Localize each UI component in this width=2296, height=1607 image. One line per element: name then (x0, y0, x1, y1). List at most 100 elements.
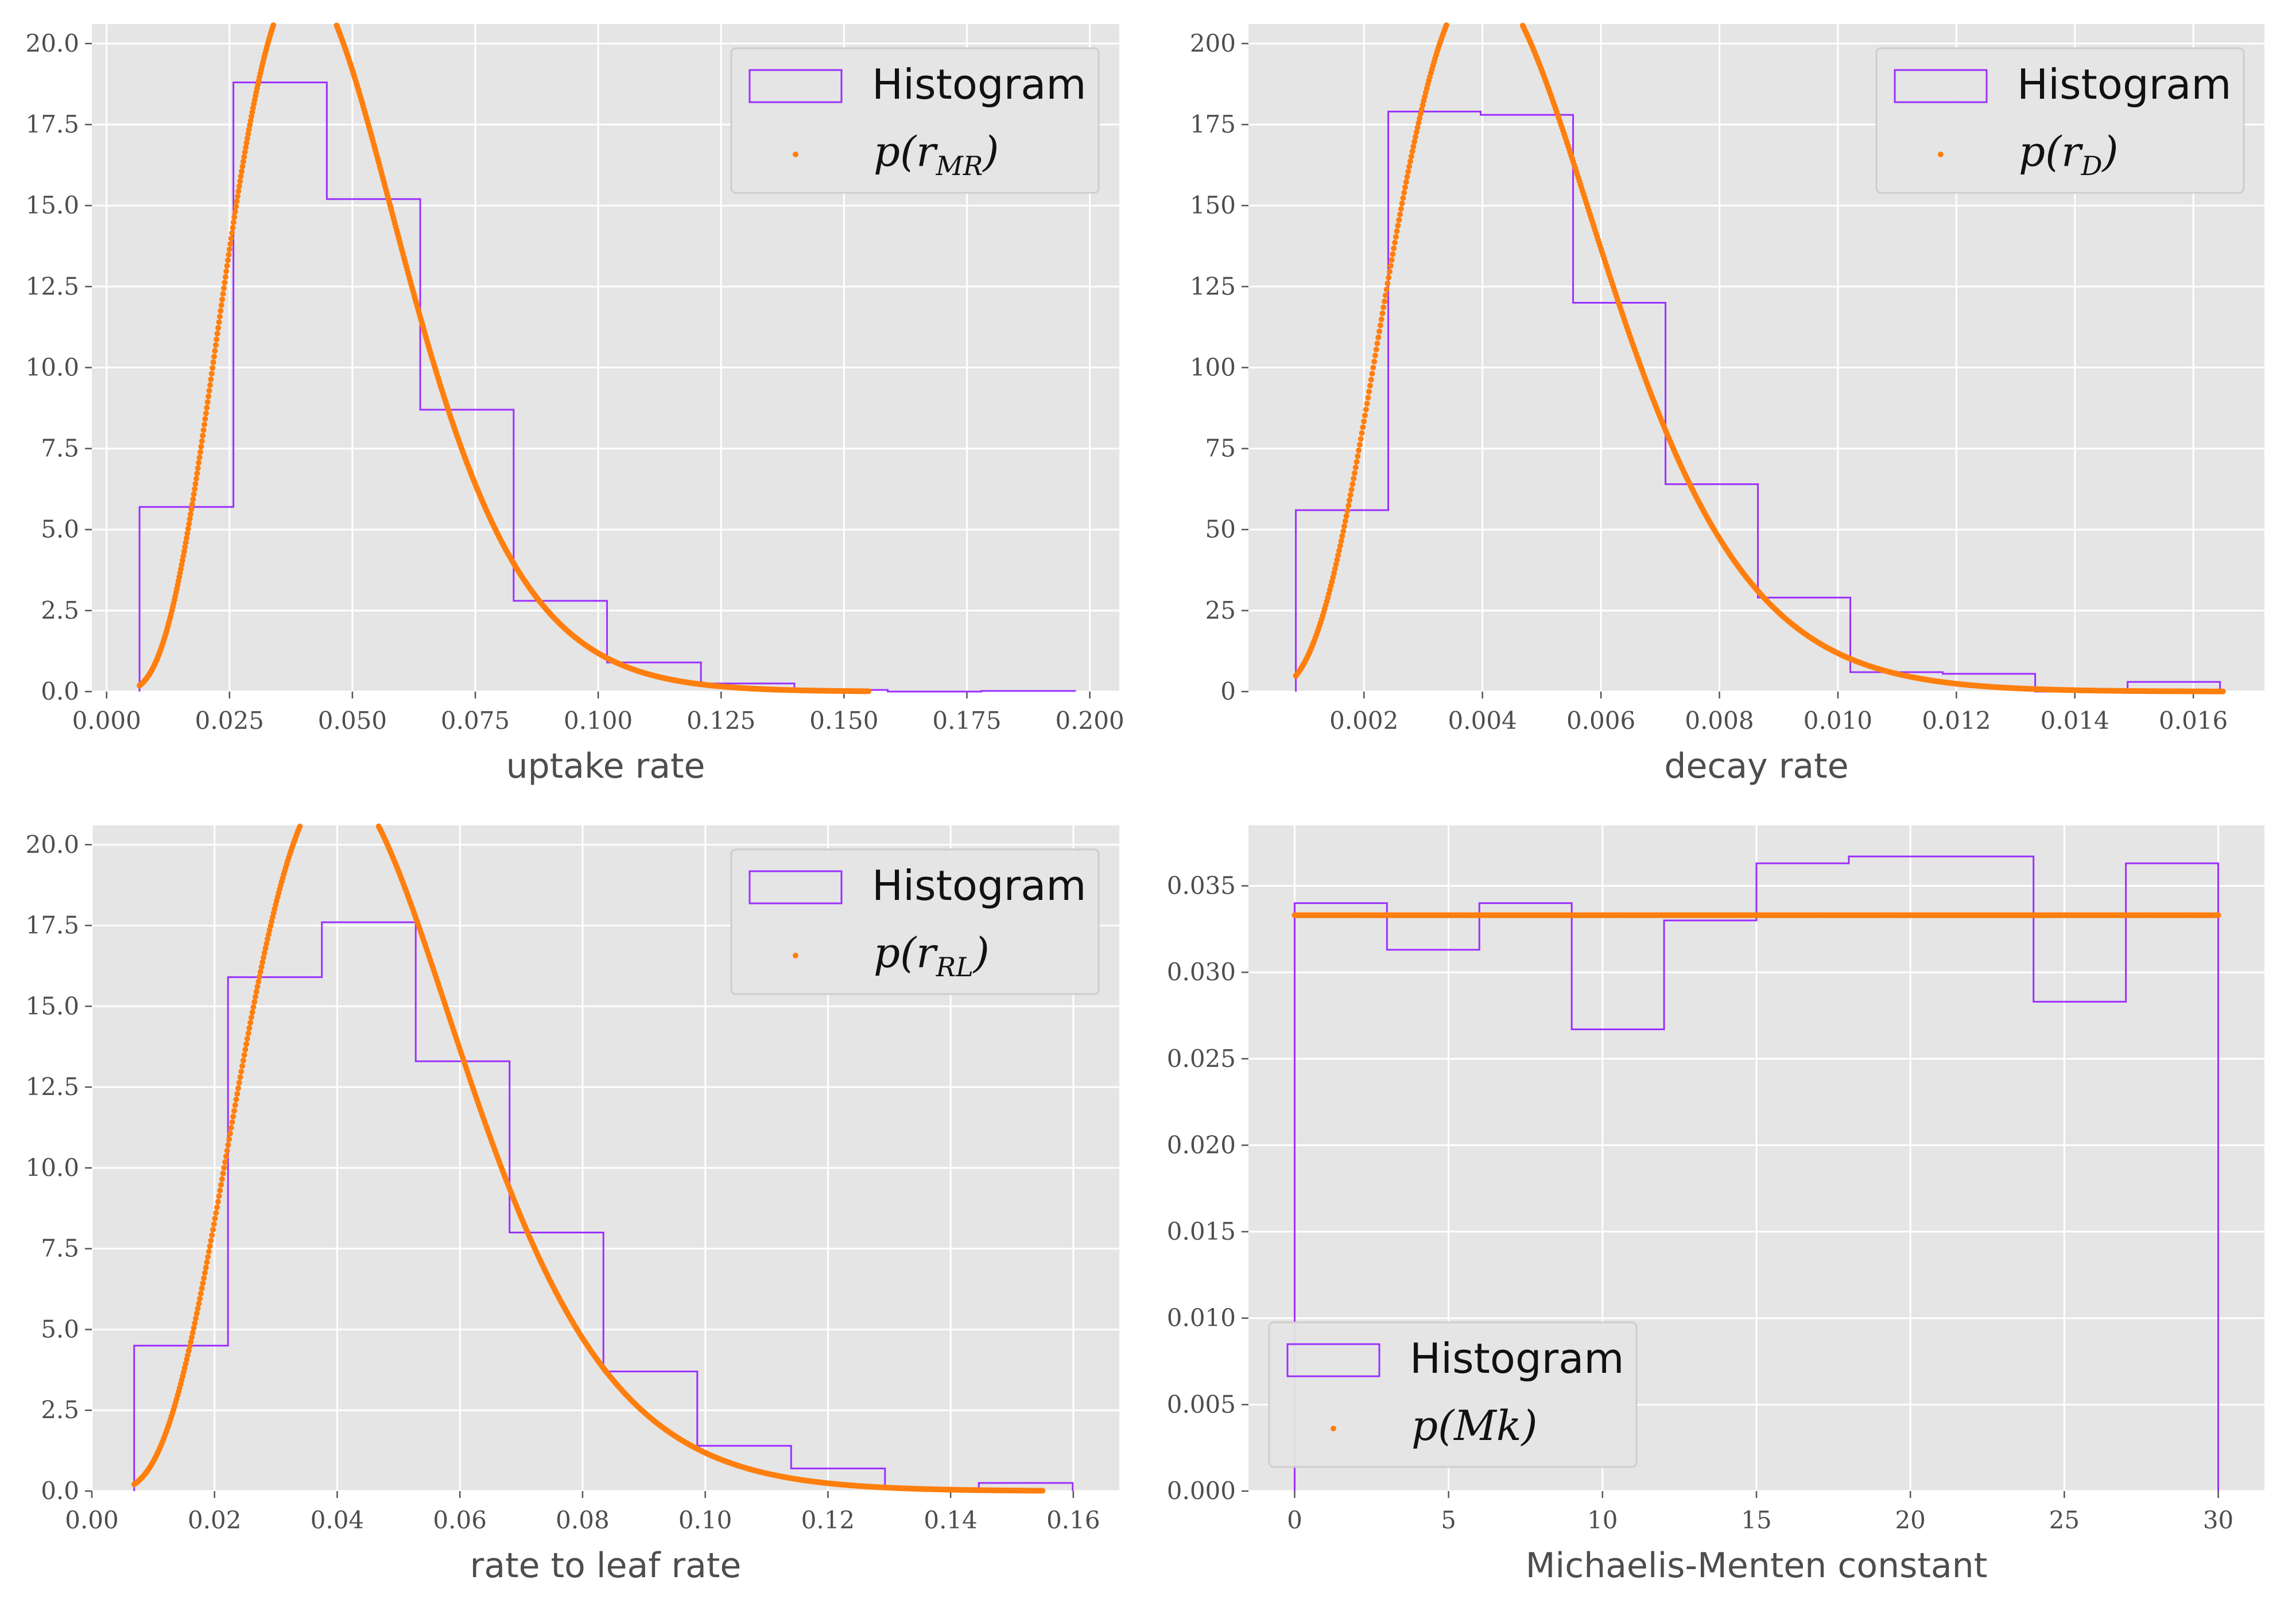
y-tick-label: 5.0 (41, 515, 79, 544)
legend-histogram-label: Histogram (2017, 60, 2232, 108)
pdf-point (1346, 497, 1352, 503)
y-tick-label: 7.5 (41, 434, 79, 463)
pdf-point (227, 1131, 233, 1137)
x-axis-label: Michaelis-Menten constant (1526, 1546, 1987, 1586)
pdf-point (1396, 217, 1402, 223)
legend-pdf-label: p(rD) (2019, 127, 2119, 181)
pdf-point (229, 1119, 235, 1125)
y-tick-label: 0.000 (1167, 1477, 1236, 1505)
legend-histogram-swatch (748, 870, 843, 905)
legend-pdf-marker (1938, 152, 1944, 157)
histogram-outline (138, 81, 1076, 693)
x-tick-label: 0.000 (72, 707, 141, 735)
x-tick-label: 0.02 (188, 1506, 242, 1534)
pdf-point (1417, 111, 1424, 117)
pdf-point (1409, 148, 1415, 154)
pdf-point (1418, 106, 1425, 112)
pdf-point (1365, 394, 1371, 401)
pdf-point (218, 1182, 224, 1188)
histogram-outline (1293, 855, 2220, 1491)
pdf-point (1410, 143, 1417, 150)
pdf-point (1374, 340, 1380, 347)
pdf-point (243, 144, 249, 150)
pdf-point (1387, 269, 1393, 275)
pdf-point (246, 126, 252, 133)
pdf-point (1407, 158, 1413, 165)
pdf-point (251, 999, 258, 1005)
pdf-point (199, 1285, 205, 1291)
y-tick-label: 0.005 (1167, 1390, 1236, 1418)
legend: Histogram p(rMR) (730, 47, 1100, 194)
pdf-point (188, 506, 195, 513)
pdf-point (1413, 129, 1420, 135)
x-tick-label: 0.150 (809, 707, 878, 735)
pdf-point (1360, 424, 1366, 430)
pdf-point (196, 454, 203, 460)
y-tick-label: 125 (1190, 272, 1236, 300)
pdf-point (220, 1170, 226, 1177)
pdf-point (1343, 513, 1349, 519)
pdf-point (267, 923, 274, 929)
pdf-point (200, 1280, 206, 1286)
pdf-point (1383, 286, 1390, 293)
x-tick-label: 0.12 (801, 1506, 855, 1534)
pdf-point (206, 1248, 212, 1255)
pdf-point (214, 331, 220, 337)
y-tick-label: 25 (1205, 596, 1236, 624)
x-tick-label: 0.006 (1566, 707, 1635, 735)
pdf-point (212, 342, 219, 348)
pdf-point (218, 308, 224, 314)
pdf-point (236, 183, 242, 189)
pdf-point (1338, 538, 1344, 544)
pdf-point (235, 193, 241, 199)
y-tick-label: 10.0 (25, 353, 79, 381)
subplot-michaelis-menten-constant: 0 5 10 15 20 25 30 0.000 0.005 0.010 0.015 0.020 0.0… (1167, 825, 2264, 1586)
x-tick-label: 0.100 (564, 707, 633, 735)
pdf-point (220, 290, 226, 297)
pdf-point (210, 365, 216, 371)
pdf-point (248, 1014, 254, 1020)
pdf-point (204, 399, 211, 405)
pdf-point (233, 1096, 239, 1103)
pdf-point (238, 173, 244, 179)
pdf-point (207, 1243, 213, 1249)
pdf-point (253, 988, 259, 995)
pdf-point (235, 188, 242, 195)
y-tick-label: 15.0 (25, 992, 79, 1020)
pdf-point (1393, 234, 1399, 240)
pdf-point (184, 1356, 190, 1363)
pdf-point (1370, 364, 1376, 371)
pdf-point (1342, 518, 1348, 525)
y-tick-label: 75 (1205, 434, 1236, 463)
pdf-point (207, 382, 213, 388)
pdf-point (2215, 912, 2221, 918)
pdf-point (179, 561, 185, 568)
pdf-point (1356, 447, 1362, 453)
pdf-point (265, 931, 272, 938)
pdf-point (237, 178, 243, 184)
x-tick-label: 30 (2203, 1506, 2233, 1534)
x-tick-label: 0.004 (1448, 707, 1517, 735)
pdf-point (222, 1159, 228, 1165)
pdf-point (1401, 189, 1407, 196)
x-tick-label: 0.012 (1922, 707, 1991, 735)
x-tick-label: 10 (1587, 1506, 1618, 1534)
y-tick-label: 2.5 (41, 596, 79, 624)
pdf-point (226, 251, 232, 258)
pdf-point (216, 313, 223, 320)
pdf-point (249, 1009, 255, 1015)
pdf-point (225, 1142, 231, 1148)
pdf-point (247, 122, 253, 128)
pdf-point (225, 257, 231, 263)
pdf-point (239, 163, 246, 169)
pdf-point (219, 1176, 225, 1182)
pdf-point (1392, 239, 1398, 246)
pdf-point (211, 1221, 217, 1227)
y-tick-label: 200 (1190, 29, 1236, 57)
pdf-point (1417, 115, 1423, 122)
pdf-point (2220, 688, 2226, 694)
x-tick-label: 0.016 (2159, 707, 2228, 735)
x-tick-label: 15 (1741, 1506, 1771, 1534)
pdf-point (214, 336, 220, 343)
pdf-point (270, 22, 277, 28)
